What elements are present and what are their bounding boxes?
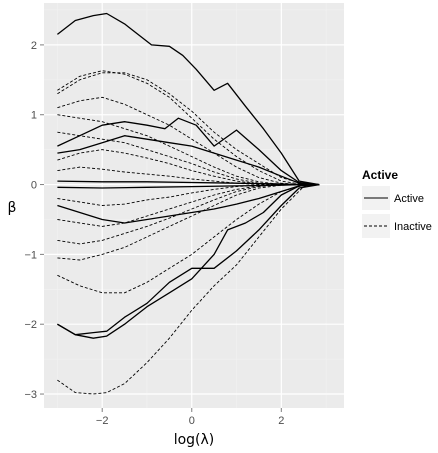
x-tick-label: −2 (96, 415, 109, 427)
active-path-2 (57, 135, 320, 186)
y-tick-label: −1 (24, 249, 37, 261)
active-path-7 (57, 183, 320, 339)
y-tick-label: −3 (24, 389, 37, 401)
plot-panel (44, 3, 344, 408)
legend-label-inactive: Inactive (394, 221, 432, 233)
active-path-0 (57, 12, 320, 186)
y-axis-title: β (8, 200, 17, 216)
inactive-path-17 (57, 184, 320, 245)
x-tick-label: 0 (189, 415, 195, 427)
x-axis-title: log(λ) (174, 432, 215, 448)
inactive-path-8 (57, 72, 320, 186)
series-layer (57, 12, 320, 395)
inactive-path-18 (57, 184, 320, 261)
legend: Active Active Inactive (362, 168, 432, 238)
inactive-path-13 (57, 149, 320, 186)
inactive-path-15 (57, 184, 320, 206)
y-axis: −3 −2 −1 0 1 2 (24, 40, 44, 401)
active-path-6 (57, 183, 320, 336)
y-tick-label: −2 (24, 319, 37, 331)
x-axis: −2 0 2 (96, 408, 284, 427)
y-tick-label: 0 (31, 180, 37, 192)
active-path-1 (57, 117, 320, 186)
inactive-path-19 (57, 184, 320, 294)
inactive-path-10 (57, 96, 320, 186)
inactive-path-16 (57, 184, 320, 227)
y-tick-label: 1 (31, 110, 37, 122)
legend-title: Active (362, 168, 398, 182)
x-tick-label: 2 (278, 415, 284, 427)
y-tick-label: 2 (31, 40, 37, 52)
legend-label-active: Active (394, 193, 424, 205)
inactive-path-20 (57, 184, 320, 395)
